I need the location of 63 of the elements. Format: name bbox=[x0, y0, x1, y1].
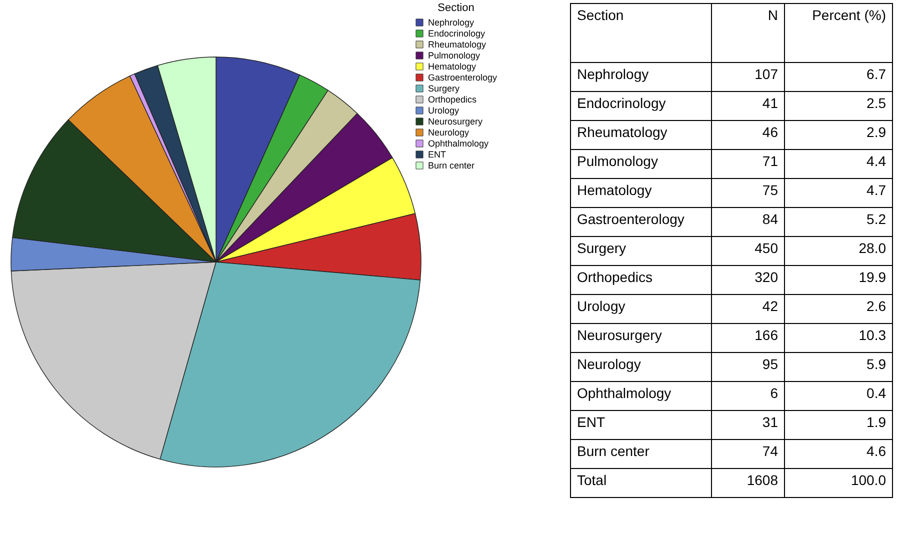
category-label: Pulmonology bbox=[577, 153, 658, 169]
text: 100.0 bbox=[784, 468, 892, 498]
text: 4.4 bbox=[784, 150, 892, 178]
text: 2.9 bbox=[784, 120, 892, 150]
text: Section bbox=[570, 4, 712, 62]
category-label: Burn center bbox=[577, 443, 650, 459]
legend-label: Endocrinology bbox=[428, 28, 486, 38]
text: 75 bbox=[712, 178, 784, 208]
text: 28.0 bbox=[784, 236, 892, 266]
text: 5.2 bbox=[784, 208, 892, 236]
text: 19.9 bbox=[784, 266, 892, 294]
text: N bbox=[712, 4, 784, 62]
text: 42 bbox=[712, 294, 784, 324]
category-label: ENT bbox=[577, 414, 605, 430]
text: 6.7 bbox=[784, 62, 892, 92]
legend-title: Section bbox=[438, 2, 474, 14]
legend-label: Rheumatology bbox=[428, 40, 487, 50]
text: 74 bbox=[712, 440, 784, 468]
text: 450 bbox=[712, 236, 784, 266]
category-label: Orthopedics bbox=[577, 269, 652, 285]
category-label: Hematology bbox=[577, 182, 652, 198]
text: 4.7 bbox=[784, 178, 892, 208]
category-label: Rheumatology bbox=[577, 124, 668, 140]
text: Total bbox=[570, 468, 712, 498]
text: 6 bbox=[712, 382, 784, 410]
legend-label: Ophthalmology bbox=[428, 138, 490, 148]
text: 1608 bbox=[712, 468, 784, 498]
legend-label: Orthopedics bbox=[428, 94, 478, 104]
text: 5.9 bbox=[784, 352, 892, 382]
text: 4.6 bbox=[784, 440, 892, 468]
category-label: Gastroenterology bbox=[577, 211, 684, 227]
category-label: Neurology bbox=[577, 356, 641, 372]
legend-label: ENT bbox=[428, 150, 446, 160]
category-label: Surgery bbox=[577, 240, 626, 256]
text: 320 bbox=[712, 266, 784, 294]
legend-label: Hematology bbox=[428, 62, 477, 72]
text: 46 bbox=[712, 120, 784, 150]
legend-label: Surgery bbox=[428, 84, 460, 94]
category-label: Urology bbox=[577, 298, 626, 314]
legend-label: Burn center bbox=[428, 160, 475, 170]
legend-label: Gastroenterology bbox=[428, 72, 498, 82]
text: 2.6 bbox=[784, 294, 892, 324]
category-label: Nephrology bbox=[577, 66, 649, 82]
text: 1.9 bbox=[784, 410, 892, 440]
category-label: Endocrinology bbox=[577, 95, 666, 111]
text: Percent (%) bbox=[784, 4, 892, 62]
text: 166 bbox=[712, 324, 784, 352]
text: 41 bbox=[712, 92, 784, 120]
category-label: Ophthalmology bbox=[577, 385, 672, 401]
category-label: Neurosurgery bbox=[577, 327, 662, 343]
text: 95 bbox=[712, 352, 784, 382]
text: 31 bbox=[712, 410, 784, 440]
legend-label: Nephrology bbox=[428, 18, 475, 28]
legend-label: Urology bbox=[428, 106, 460, 116]
text: 2.5 bbox=[784, 92, 892, 120]
legend-label: Pulmonology bbox=[428, 50, 481, 60]
text: 84 bbox=[712, 208, 784, 236]
legend-label: Neurology bbox=[428, 128, 470, 138]
legend-label: Neurosurgery bbox=[428, 116, 484, 126]
text: 107 bbox=[712, 62, 784, 92]
text: 0.4 bbox=[784, 382, 892, 410]
text: 10.3 bbox=[784, 324, 892, 352]
text: 71 bbox=[712, 150, 784, 178]
